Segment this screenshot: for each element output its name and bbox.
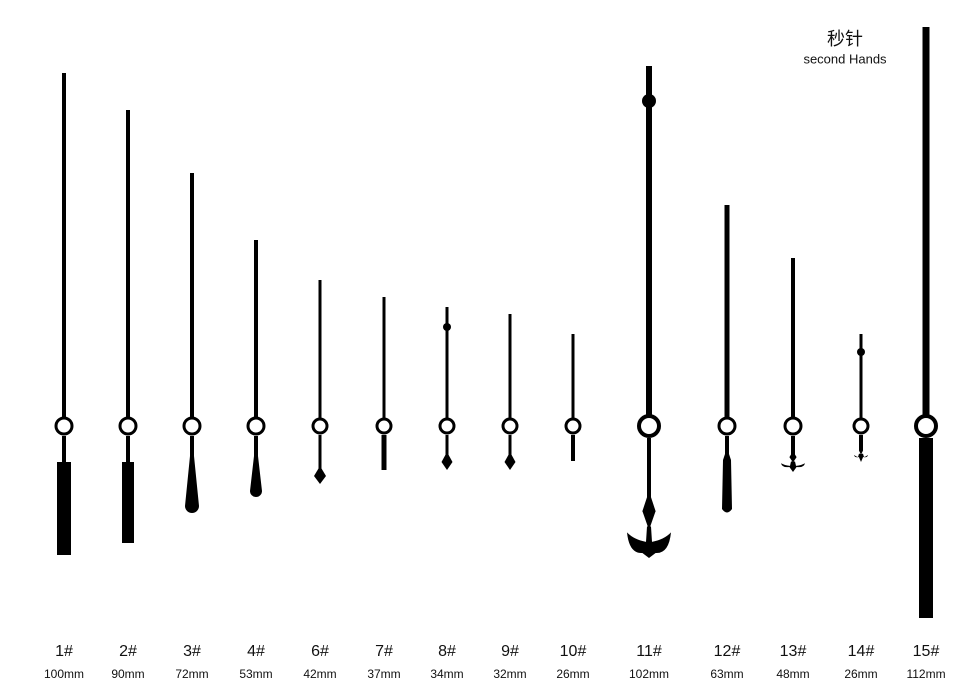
tail-neck [859,435,863,450]
hand-length: 26mm [844,667,877,681]
hand-length: 32mm [493,667,526,681]
shaft [859,334,863,426]
tail-ornament [781,461,805,472]
hub [637,414,661,438]
shaft [445,307,449,426]
tail [919,438,933,618]
hand-length: 42mm [303,667,336,681]
hand-length: 53mm [239,667,272,681]
hub [311,417,329,435]
tail-neck [126,436,130,462]
tail-ornament [627,526,671,558]
hub [783,416,803,436]
hub [717,416,737,436]
hub [501,417,519,435]
shaft-dot [857,348,865,356]
tail [185,436,199,513]
hand-label: 4# [247,643,265,660]
tail-knob [858,446,864,455]
shaft [62,73,66,426]
hub [564,417,582,435]
hand-label: 1# [55,643,73,660]
tail-neck [445,435,449,460]
shaft [922,27,930,426]
hub [914,414,938,438]
hand-label: 7# [375,643,393,660]
hand-label: 11# [636,643,662,660]
hand-label: 14# [848,643,875,660]
hub [852,417,870,435]
tail [122,462,134,543]
shaft [508,314,512,426]
subtitle: second Hands [803,51,887,66]
hand-label: 15# [913,643,940,660]
tail-knob [642,491,656,531]
shaft [382,297,386,426]
tail-tip [504,452,516,470]
hand-length: 90mm [111,667,144,681]
tail [571,435,575,461]
shaft-dot [443,323,451,331]
hub [375,417,393,435]
tail [250,436,262,497]
shaft-dot [642,94,656,108]
shaft [791,258,795,426]
shaft [646,66,652,426]
shaft [724,205,730,426]
shaft [126,110,130,426]
tail-neck [791,436,795,457]
hand-label: 13# [780,643,807,660]
hand-label: 10# [560,643,587,660]
hub [182,416,202,436]
hand-length: 112mm [906,667,945,681]
hub [54,416,74,436]
hand-length: 37mm [367,667,400,681]
tail-neck [508,435,512,460]
tail [381,435,387,470]
tail-knob [789,451,797,463]
tail-neck [318,435,322,474]
hand-length: 34mm [430,667,463,681]
tail-ornament [854,453,868,462]
shaft [190,173,194,426]
shaft [254,240,258,426]
hand-length: 102mm [629,667,669,681]
hand-length: 26mm [556,667,589,681]
hand-label: 9# [501,643,519,660]
shaft [571,334,575,426]
hub [118,416,138,436]
tail-neck [647,438,651,509]
hub [246,416,266,436]
hand-length: 63mm [710,667,743,681]
hand-label: 2# [119,643,137,660]
hand-length: 48mm [776,667,809,681]
tail-tip [441,452,453,470]
tail-neck [62,436,66,462]
hand-length: 72mm [175,667,208,681]
tail [722,436,732,513]
hand-length: 100mm [44,667,84,681]
tail [57,462,71,555]
hub [438,417,456,435]
title: 秒针 [827,29,863,50]
hand-label: 3# [183,643,201,660]
tail-tip [314,466,326,484]
shaft [318,280,322,426]
hand-label: 6# [311,643,329,660]
hand-label: 8# [438,643,456,660]
hand-label: 12# [714,643,741,660]
